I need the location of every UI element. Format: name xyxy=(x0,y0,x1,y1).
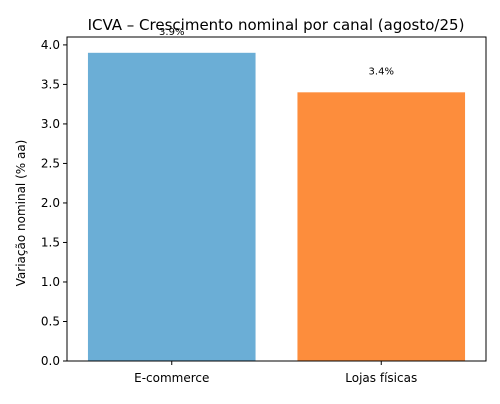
bar-1 xyxy=(87,52,256,362)
x-tick-label-1: E-commerce xyxy=(134,371,209,385)
plot-frame xyxy=(66,36,487,362)
plot-area: 3.9% E-commerce 3.4% Lojas físicas 0.0 0.5 1.0… xyxy=(41,27,487,385)
y-tick-label-2: 1.0 xyxy=(41,275,60,289)
y-axis-label: Variação nominal (% aa) xyxy=(14,140,28,287)
bar-2 xyxy=(297,92,466,361)
chart-title: ICVA – Crescimento nominal por canal (ag… xyxy=(88,16,465,34)
y-tick-label-4: 2.0 xyxy=(41,196,60,210)
y-tick-label-5: 2.5 xyxy=(41,156,60,170)
data-label-2: 3.4% xyxy=(369,66,394,77)
y-tick-label-3: 1.5 xyxy=(41,235,60,249)
y-tick-label-0: 0.0 xyxy=(41,354,60,368)
y-tick-label-8: 4.0 xyxy=(41,38,60,52)
data-label-1: 3.9% xyxy=(159,27,184,38)
y-tick-label-6: 3.0 xyxy=(41,117,60,131)
y-tick-label-7: 3.5 xyxy=(41,77,60,91)
y-tick-label-1: 0.5 xyxy=(41,314,60,328)
x-tick-label-2: Lojas físicas xyxy=(345,371,417,385)
